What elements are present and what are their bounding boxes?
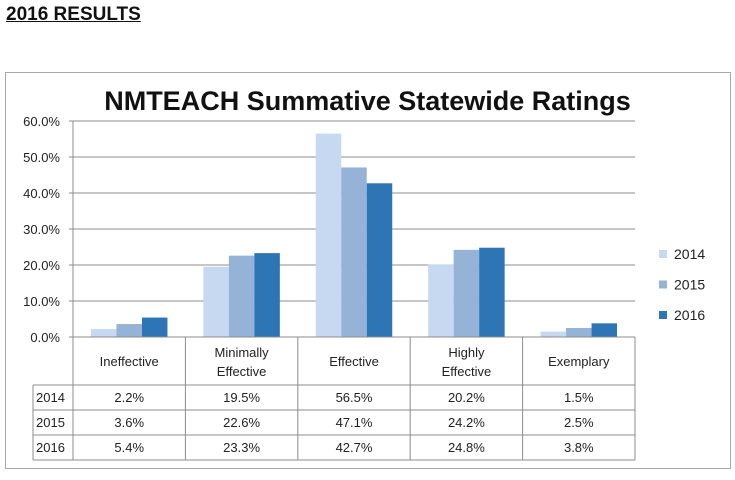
y-tick-label: 40.0%: [23, 186, 60, 201]
table-cell: 56.5%: [336, 390, 373, 405]
table-cell: 19.5%: [223, 390, 260, 405]
bar-2016-1: [254, 253, 280, 337]
category-label: Minimally: [215, 345, 270, 360]
table-cell: 24.2%: [448, 415, 485, 430]
page-heading: 2016 RESULTS: [6, 4, 141, 25]
y-tick-label: 10.0%: [23, 294, 60, 309]
table-cell: 23.3%: [223, 440, 260, 455]
category-label: Highly: [448, 345, 485, 360]
y-tick-label: 20.0%: [23, 258, 60, 273]
table-row-label: 2015: [36, 415, 65, 430]
y-tick-label: 60.0%: [23, 114, 60, 129]
table-cell: 22.6%: [223, 415, 260, 430]
table-cell: 20.2%: [448, 390, 485, 405]
table-row-label: 2016: [36, 440, 65, 455]
table-cell: 1.5%: [564, 390, 594, 405]
category-label: Effective: [329, 354, 379, 369]
table-cell: 24.8%: [448, 440, 485, 455]
bar-2014-1: [203, 266, 229, 337]
table-cell: 47.1%: [336, 415, 373, 430]
bar-2016-3: [479, 247, 505, 337]
category-label: Exemplary: [548, 354, 610, 369]
bar-2014-3: [428, 264, 454, 337]
bar-2015-1: [228, 255, 255, 337]
legend-label: 2016: [674, 307, 705, 323]
chart-title: NMTEACH Summative Statewide Ratings: [104, 86, 631, 116]
bar-2016-0: [141, 317, 168, 337]
bar-2016-4: [591, 323, 618, 337]
bar-2015-2: [341, 167, 367, 337]
table-row-label: 2014: [36, 390, 65, 405]
legend-label: 2015: [674, 277, 705, 293]
category-label: Effective: [217, 364, 267, 379]
y-tick-label: 30.0%: [23, 222, 60, 237]
table-cell: 5.4%: [114, 440, 144, 455]
legend-label: 2014: [674, 246, 705, 262]
table-cell: 3.8%: [564, 440, 594, 455]
bar-2015-4: [566, 328, 592, 337]
bar-2014-2: [315, 133, 342, 337]
table-cell: 2.2%: [114, 390, 144, 405]
category-label: Effective: [442, 364, 492, 379]
legend-swatch-2014: [659, 250, 667, 258]
bar-2016-2: [366, 183, 393, 337]
bar-2015-3: [453, 249, 480, 337]
y-tick-label: 50.0%: [23, 150, 60, 165]
chart-frame: [5, 72, 731, 469]
table-cell: 42.7%: [336, 440, 373, 455]
y-tick-label: 0.0%: [30, 330, 60, 345]
bar-2015-0: [116, 324, 142, 337]
bar-2014-4: [540, 331, 567, 337]
bar-2014-0: [90, 329, 117, 337]
table-cell: 3.6%: [114, 415, 144, 430]
legend-swatch-2016: [659, 311, 667, 319]
category-label: Ineffective: [100, 354, 159, 369]
table-cell: 2.5%: [564, 415, 594, 430]
legend-swatch-2015: [659, 280, 667, 289]
